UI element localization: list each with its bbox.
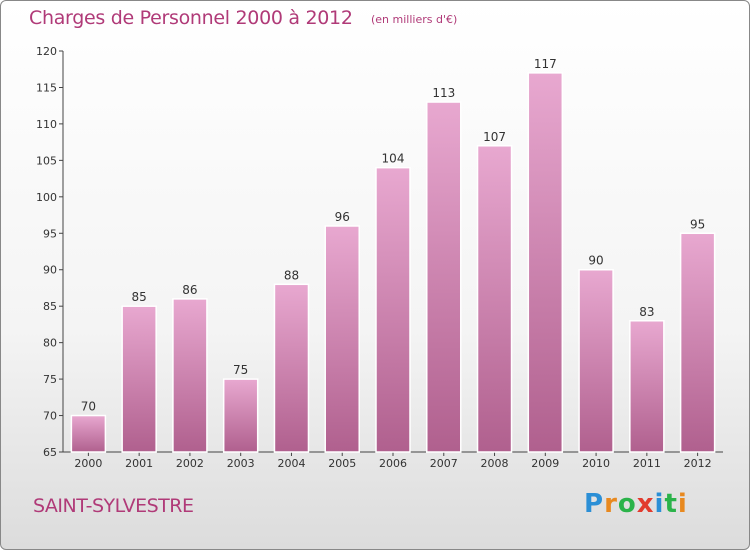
data-label: 75	[233, 363, 248, 377]
x-tick-label: 2009	[531, 457, 559, 470]
data-label: 85	[132, 290, 147, 304]
bar	[375, 166, 411, 453]
x-tick-label: 2004	[277, 457, 305, 470]
logo-letter: o	[617, 489, 637, 519]
bar	[426, 101, 462, 453]
y-tick-label: 70	[43, 410, 57, 423]
data-label: 113	[432, 86, 455, 100]
data-label: 70	[81, 400, 96, 414]
y-tick-label: 75	[43, 373, 57, 386]
proxiti-logo: Proxiti	[584, 489, 688, 519]
bar	[273, 283, 310, 453]
x-tick-label: 2012	[684, 457, 712, 470]
bar	[70, 414, 107, 453]
data-label: 86	[182, 283, 197, 297]
y-tick-label: 85	[43, 300, 57, 313]
x-tick-label: 2008	[481, 457, 509, 470]
bar	[222, 378, 259, 453]
x-tick-label: 2001	[125, 457, 153, 470]
data-label: 95	[690, 217, 705, 231]
bar	[527, 72, 564, 453]
y-tick-label: 90	[43, 264, 57, 277]
logo-letter: t	[664, 489, 678, 519]
data-label: 88	[284, 268, 299, 282]
data-label: 83	[639, 305, 654, 319]
y-tick-label: 65	[43, 446, 57, 459]
x-tick-label: 2005	[328, 457, 356, 470]
y-tick-label: 115	[36, 81, 57, 94]
bar	[578, 268, 614, 453]
data-label: 90	[588, 254, 603, 268]
logo-letter: x	[636, 489, 655, 519]
x-tick-label: 2002	[176, 457, 204, 470]
y-tick-label: 105	[36, 154, 57, 167]
x-tick-label: 2000	[74, 457, 102, 470]
data-label: 117	[534, 57, 557, 71]
logo-letter: i	[677, 489, 688, 519]
y-tick-label: 95	[43, 227, 57, 240]
y-tick-label: 100	[36, 191, 57, 204]
y-tick-label: 110	[36, 118, 57, 131]
chart-unit: (en milliers d'€)	[371, 13, 458, 26]
bar	[476, 145, 513, 453]
x-tick-label: 2010	[582, 457, 610, 470]
y-tick-label: 80	[43, 337, 57, 350]
chart-title: Charges de Personnel 2000 à 2012	[29, 7, 353, 29]
bar	[324, 225, 360, 453]
data-label: 107	[483, 130, 506, 144]
logo-letter: i	[654, 489, 665, 519]
x-tick-label: 2003	[227, 457, 255, 470]
bar	[679, 232, 716, 453]
place-name: SAINT-SYLVESTRE	[33, 495, 194, 517]
x-tick-label: 2011	[633, 457, 661, 470]
logo-letter: r	[604, 489, 618, 519]
bar	[172, 298, 208, 453]
bar	[629, 320, 665, 453]
x-tick-label: 2007	[430, 457, 458, 470]
data-label: 96	[335, 210, 350, 224]
bar	[121, 305, 157, 453]
logo-letter: P	[584, 489, 605, 519]
data-label: 104	[382, 152, 405, 166]
y-tick-label: 120	[36, 45, 57, 58]
x-tick-label: 2006	[379, 457, 407, 470]
